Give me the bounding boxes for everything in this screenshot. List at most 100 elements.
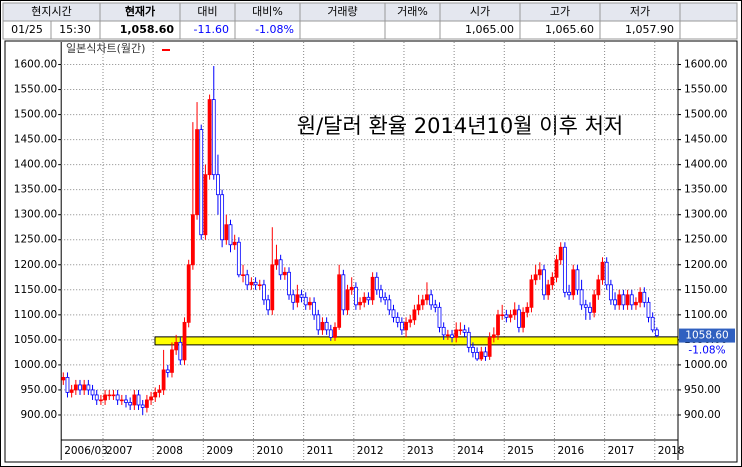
candle-body bbox=[521, 311, 525, 328]
candle-body bbox=[107, 394, 112, 397]
y2-tick-label: 1550.00 bbox=[684, 84, 727, 96]
x-tick-label: 2010 bbox=[256, 445, 283, 457]
y2-tick-label: 1100.00 bbox=[684, 309, 727, 321]
y-tick-label: 1600.00 bbox=[14, 59, 57, 71]
candle-body bbox=[613, 299, 617, 306]
candle-body bbox=[583, 304, 588, 308]
y-tick-label: 1100.00 bbox=[14, 309, 57, 321]
candle-body bbox=[270, 264, 275, 311]
x-tick-label: 2007 bbox=[106, 445, 133, 457]
candle-body bbox=[445, 334, 450, 337]
header-label: 현재가 bbox=[125, 4, 155, 18]
candle-body bbox=[99, 399, 103, 402]
candle-body bbox=[458, 329, 463, 332]
candle-body bbox=[216, 174, 220, 196]
candle-body bbox=[140, 404, 145, 408]
candle-body bbox=[86, 384, 91, 391]
x-tick-label: 2016 bbox=[557, 445, 584, 457]
candle-body bbox=[65, 377, 70, 393]
candle-body bbox=[61, 377, 66, 381]
candle-body bbox=[82, 384, 87, 391]
y-tick-label: 1300.00 bbox=[14, 209, 57, 221]
y-tick-label: 1150.00 bbox=[14, 284, 57, 296]
candle-body bbox=[220, 194, 225, 241]
y-tick-label: 1000.00 bbox=[14, 359, 57, 371]
candle-body bbox=[224, 224, 229, 241]
candle-body bbox=[504, 314, 509, 318]
candle-body bbox=[282, 271, 287, 276]
candle-body bbox=[604, 261, 609, 286]
header-value: 1,065.60 bbox=[545, 23, 594, 36]
candle-body bbox=[182, 321, 187, 361]
x-tick-label: 2009 bbox=[206, 445, 233, 457]
x-tick-label: 2013 bbox=[407, 445, 434, 457]
candle-body bbox=[353, 286, 358, 306]
header-value: 1,058.60 bbox=[120, 23, 175, 36]
legend-text: 일본식차트(월간) bbox=[66, 41, 145, 55]
candle-body bbox=[625, 294, 630, 306]
y2-tick-label: 900.00 bbox=[684, 409, 721, 421]
candle-body bbox=[128, 402, 133, 406]
candle-body bbox=[395, 316, 400, 323]
candle-body bbox=[236, 241, 241, 276]
candle-body bbox=[349, 286, 354, 291]
candle-body bbox=[399, 321, 404, 331]
last-price-box bbox=[679, 328, 735, 343]
header-label: 거래량 bbox=[327, 5, 357, 18]
candle-body bbox=[454, 329, 459, 338]
y2-tick-label: 1450.00 bbox=[684, 134, 727, 146]
candle-body bbox=[491, 334, 496, 338]
candle-body bbox=[207, 99, 212, 176]
candle-body bbox=[333, 326, 337, 338]
candle-body bbox=[174, 341, 179, 351]
candle-body bbox=[345, 289, 350, 311]
candle-body bbox=[391, 309, 396, 318]
candle-body bbox=[471, 346, 475, 353]
header-value: -11.60 bbox=[194, 23, 229, 36]
candle-body bbox=[408, 319, 413, 323]
candle-body bbox=[508, 314, 513, 318]
header-label: 시가 bbox=[470, 5, 490, 18]
y-tick-label: 1400.00 bbox=[14, 159, 57, 171]
candle-body bbox=[144, 399, 149, 408]
candle-body bbox=[161, 369, 166, 391]
candle-body bbox=[245, 274, 250, 286]
candle-body bbox=[253, 281, 258, 286]
header-value: 1,057.90 bbox=[625, 23, 674, 36]
candle-body bbox=[241, 274, 245, 276]
x-tick-label: 2018 bbox=[658, 445, 685, 457]
x-tick-label: 2006/03 bbox=[64, 445, 108, 457]
x-tick-label: 2014 bbox=[457, 445, 484, 457]
candle-body bbox=[429, 294, 434, 306]
candle-body bbox=[90, 389, 95, 396]
y2-tick-label: 1500.00 bbox=[684, 109, 727, 121]
candle-body bbox=[362, 296, 367, 303]
highlight-band bbox=[154, 336, 679, 346]
y2-tick-label: 1250.00 bbox=[684, 234, 727, 246]
y2-tick-label: 1150.00 bbox=[684, 284, 727, 296]
candle-body bbox=[500, 314, 505, 317]
candle-body bbox=[115, 394, 120, 401]
y2-tick-label: 950.00 bbox=[684, 384, 721, 396]
x-tick-label: 2012 bbox=[357, 445, 384, 457]
chart-panel bbox=[4, 40, 738, 463]
candle-body bbox=[165, 369, 170, 373]
candle-body bbox=[621, 294, 626, 306]
candle-body bbox=[320, 321, 325, 331]
y-tick-label: 900.00 bbox=[20, 409, 57, 421]
candle-body bbox=[638, 291, 643, 303]
y2-tick-label: 1300.00 bbox=[684, 209, 727, 221]
x-tick-label: 2008 bbox=[156, 445, 183, 457]
candle-body bbox=[420, 299, 425, 306]
candle-body bbox=[136, 394, 141, 406]
candle-body bbox=[479, 351, 484, 360]
candle-body bbox=[617, 294, 622, 306]
candle-body bbox=[195, 129, 199, 216]
candle-body bbox=[324, 321, 329, 331]
x-tick-label: 2015 bbox=[507, 445, 534, 457]
y-tick-label: 1550.00 bbox=[14, 84, 57, 96]
candle-body bbox=[412, 309, 417, 321]
y-tick-label: 1450.00 bbox=[14, 134, 57, 146]
candle-body bbox=[124, 399, 128, 403]
